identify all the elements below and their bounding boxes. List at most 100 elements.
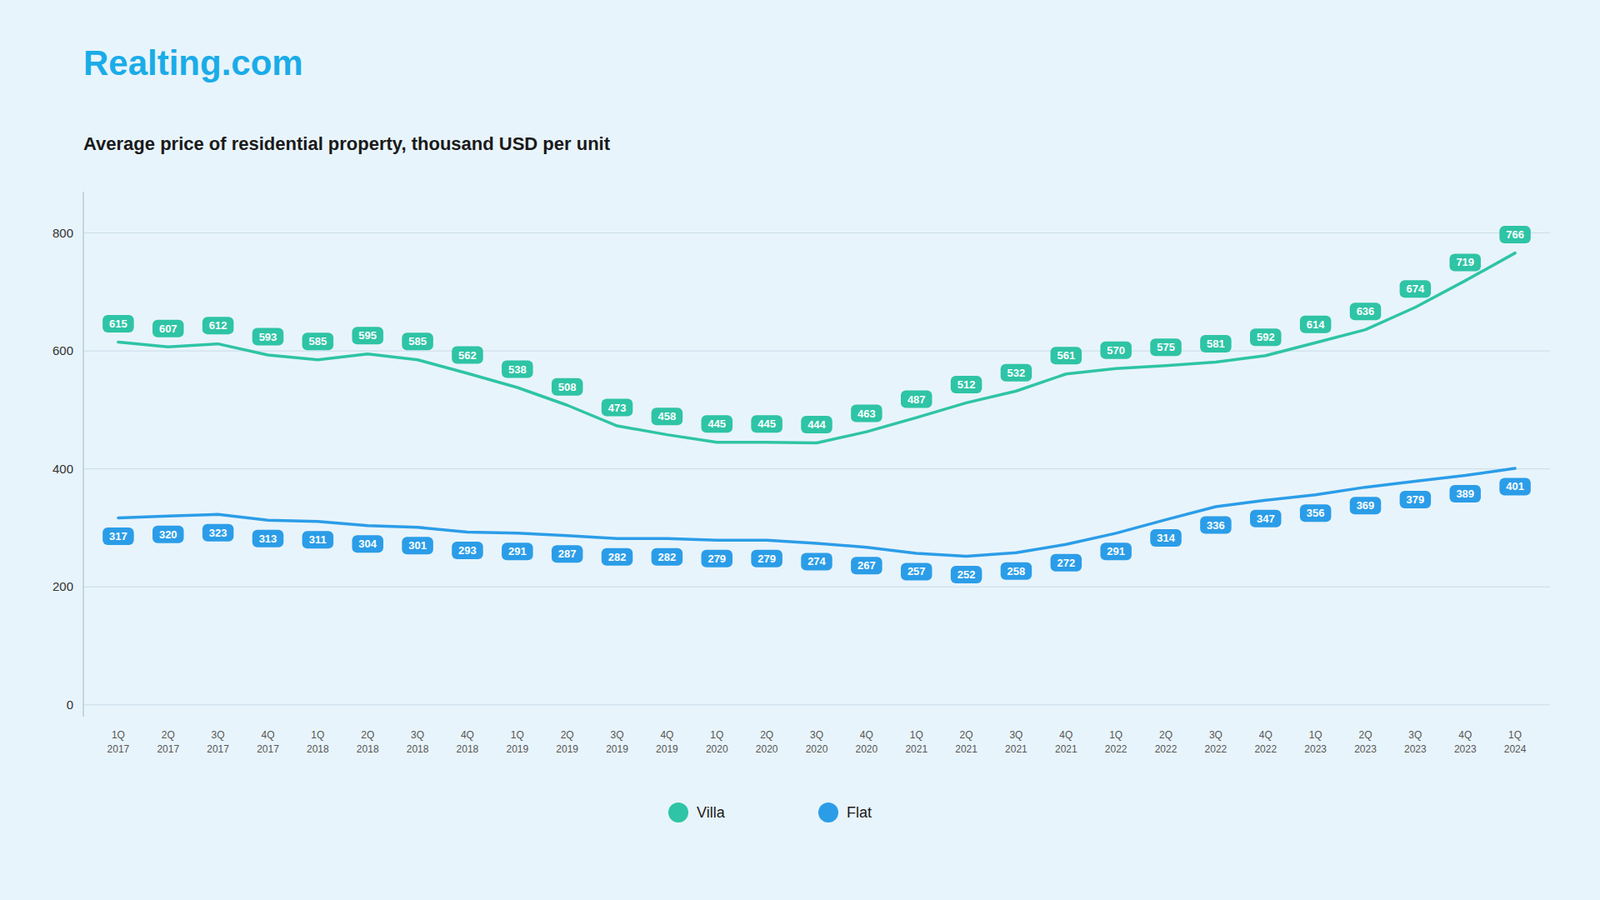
data-label: 473 (608, 401, 627, 415)
grid-line (83, 704, 1550, 705)
data-label: 595 (358, 329, 377, 342)
data-label-badge (850, 405, 883, 423)
data-label: 293 (458, 544, 477, 557)
data-label-badge (651, 407, 684, 425)
data-label-badge (1150, 529, 1182, 547)
data-label: 615 (109, 317, 128, 330)
data-label-badge (102, 527, 134, 545)
data-label: 369 (1356, 499, 1375, 512)
data-label: 445 (757, 417, 776, 430)
x-tick-label: 4Q2017 (256, 729, 280, 755)
data-label-badge (302, 332, 335, 350)
data-label-badge (601, 399, 634, 417)
x-tick-label: 4Q2020 (855, 729, 879, 755)
data-label-badge (1400, 490, 1432, 509)
data-label-badge (1100, 341, 1132, 360)
x-tick-label: 2Q2021 (955, 729, 978, 755)
plot-area (118, 253, 1515, 557)
data-label: 766 (1505, 228, 1525, 241)
grid (83, 233, 1550, 705)
data-label: 581 (1206, 337, 1225, 350)
data-label-badge (701, 550, 734, 568)
data-label: 267 (857, 559, 876, 572)
data-label-badge (1499, 477, 1531, 495)
data-label: 279 (757, 552, 776, 565)
x-tick-label: 4Q2021 (1055, 729, 1078, 755)
data-label: 252 (957, 568, 976, 581)
data-label: 570 (1106, 344, 1125, 357)
data-label-badge (1000, 562, 1033, 580)
data-label-badge (1150, 338, 1182, 356)
data-label-badge (302, 530, 335, 549)
data-label: 585 (408, 335, 427, 348)
x-tick-label: 3Q2023 (1404, 729, 1427, 755)
data-label-badge (1300, 504, 1332, 522)
data-label-badge (1200, 516, 1232, 535)
x-tick-label: 1Q2023 (1304, 729, 1327, 755)
data-label-badge (351, 535, 384, 553)
legend-label: Flat (846, 804, 872, 821)
data-label: 585 (309, 335, 328, 348)
data-label: 282 (608, 550, 627, 564)
data-label: 575 (1156, 340, 1175, 354)
x-tick-label: 3Q2020 (805, 729, 829, 755)
data-label-badge (451, 346, 484, 365)
data-label: 458 (658, 410, 677, 423)
data-label-badge (102, 315, 134, 333)
data-label-badge (1350, 496, 1382, 515)
data-label-badge (1250, 328, 1282, 346)
data-label: 323 (209, 526, 228, 540)
x-tick-label: 4Q2023 (1454, 729, 1477, 755)
data-label: 389 (1455, 487, 1475, 500)
data-label: 287 (558, 547, 577, 560)
data-label-badge (900, 562, 933, 580)
data-label-badge (750, 550, 783, 568)
data-label: 532 (1007, 366, 1026, 380)
y-tick-label: 200 (52, 579, 74, 594)
data-label: 279 (707, 552, 726, 565)
data-label: 592 (1256, 330, 1275, 344)
data-label: 561 (1056, 349, 1075, 362)
data-label: 291 (1106, 545, 1125, 558)
data-label: 538 (508, 363, 527, 376)
data-label-badge (401, 332, 434, 350)
data-label: 304 (358, 537, 377, 550)
data-label-badge (1400, 280, 1432, 298)
data-label: 313 (259, 532, 278, 545)
legend-marker (668, 802, 689, 823)
data-label-badge (451, 541, 484, 560)
data-label-badge (1250, 510, 1282, 528)
data-label: 257 (907, 565, 926, 578)
x-tick-label: 1Q2019 (505, 729, 529, 755)
data-label-badge (800, 552, 833, 570)
data-label: 487 (907, 393, 926, 406)
data-labels: 6156076125935855955855625385084734584454… (102, 225, 1531, 584)
x-tick-label: 2Q2023 (1354, 729, 1377, 755)
x-tick-label: 4Q2022 (1254, 729, 1277, 755)
data-label-badge (551, 545, 584, 563)
x-tick-label: 1Q2017 (107, 729, 130, 755)
data-label-badge (202, 524, 235, 542)
data-label-badge (651, 548, 684, 566)
logo-text: Realting.com (83, 43, 304, 83)
x-tick-label: 4Q2019 (655, 729, 679, 755)
y-tick-label: 800 (52, 225, 74, 240)
data-label-badge (252, 328, 285, 346)
data-label: 562 (458, 349, 477, 362)
data-label: 311 (309, 533, 327, 546)
data-label-badge (351, 326, 384, 345)
x-tick-label: 3Q2019 (605, 729, 629, 755)
y-axis-line (83, 191, 85, 717)
x-tick-label: 1Q2018 (306, 729, 330, 755)
grid-line (83, 468, 1550, 470)
data-label-badge (601, 548, 634, 566)
grid-line (83, 586, 1550, 588)
data-label-badge (900, 390, 933, 409)
data-label-badge (1449, 485, 1481, 503)
data-label-badge (551, 378, 584, 396)
data-label-badge (750, 415, 783, 433)
data-label: 445 (707, 417, 726, 430)
data-label-badge (1449, 253, 1481, 271)
y-tick-label: 0 (66, 697, 74, 712)
data-label-badge (1350, 302, 1382, 320)
